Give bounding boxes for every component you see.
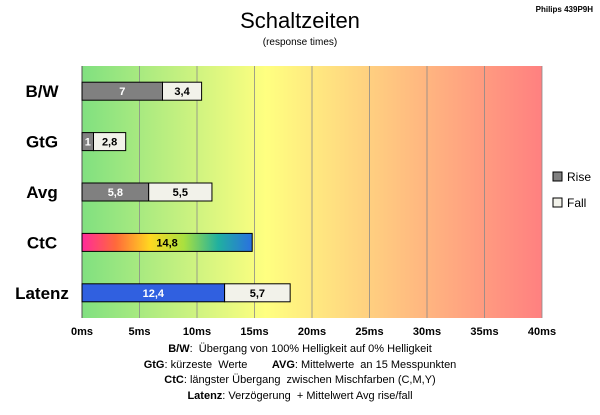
bar-fall-label: 5,7 (250, 288, 265, 300)
x-tick-label: 0ms (71, 326, 93, 338)
note-bw: B/W: Übergang von 100% Helligkeit auf 0%… (0, 342, 600, 358)
x-tick-label: 25ms (355, 326, 383, 338)
x-tick-label: 5ms (128, 326, 150, 338)
bar-fall (162, 81, 203, 101)
category-label: Avg (26, 183, 58, 202)
legend-label: Fall (567, 196, 586, 210)
bar-rise-label: 14,8 (156, 237, 177, 249)
x-tick-label: 15ms (240, 326, 268, 338)
bars: 7 3,4 1 2,8 5,8 5,5 14,8 12,4 5,7 (81, 81, 291, 303)
note-key: B/W (168, 343, 190, 355)
bar-rise-label: 12,4 (143, 288, 165, 300)
note-key: AVG (271, 358, 295, 371)
category-label: GtG (26, 133, 58, 152)
notes: B/W: Übergang von 100% Helligkeit auf 0%… (0, 342, 600, 404)
chart-subtitle: (response times) (263, 37, 337, 48)
category-label: Latenz (15, 284, 69, 303)
legend-label: Rise (567, 170, 591, 184)
bar-rise-label: 1 (85, 137, 91, 149)
note-text: : kürzeste Werte (164, 358, 272, 371)
bar-rise-label: 7 (119, 86, 125, 98)
legend-swatch (552, 197, 563, 208)
chart-title: Schaltzeiten (240, 8, 360, 33)
bar-fall (93, 132, 127, 152)
note-text: : längster Übergang zwischen Mischfarben… (183, 374, 436, 386)
bar-fall-label: 5,5 (173, 187, 188, 199)
legend: Rise Fall (552, 170, 591, 210)
note-latenz: Latenz: Verzögerung + Mittelwert Avg ris… (0, 389, 600, 405)
note-key: CtC (164, 374, 184, 386)
category-label: CtC (27, 233, 57, 252)
note-text: : Verzögerung + Mittelwert Avg rise/fall (222, 389, 413, 402)
y-axis: B/W GtG Avg CtC Latenz (15, 66, 83, 318)
bar-fall-label: 2,8 (102, 137, 117, 149)
x-axis: 0ms 5ms 10ms 15ms 20ms 25ms 30ms 35ms 40ms (71, 326, 556, 338)
bar-rise-label: 5,8 (108, 187, 123, 199)
note-gtg-avg: GtG: kürzeste Werte AVG: Mittelwerte an … (0, 358, 600, 374)
note-ctc: CtC: längster Übergang zwischen Mischfar… (0, 373, 600, 389)
note-text: : Mittelwerte an 15 Messpunkten (294, 358, 457, 371)
x-tick-label: 30ms (413, 326, 441, 338)
bar-fall (224, 283, 291, 303)
grid-lines (139, 66, 543, 318)
x-tick-label: 40ms (528, 326, 556, 338)
x-tick-label: 35ms (470, 326, 498, 338)
bar-fall (148, 182, 213, 202)
note-key: Latenz (187, 389, 223, 402)
bar-rise (81, 232, 253, 252)
category-label: B/W (25, 82, 59, 101)
x-tick-label: 10ms (183, 326, 211, 338)
note-key: GtG (143, 358, 165, 371)
legend-swatch (552, 171, 563, 182)
x-tick-label: 20ms (298, 326, 326, 338)
bar-fall-label: 3,4 (174, 86, 190, 98)
note-text: : Übergang von 100% Helligkeit auf 0% He… (189, 343, 432, 355)
model-label: Philips 439P9H (536, 5, 594, 14)
